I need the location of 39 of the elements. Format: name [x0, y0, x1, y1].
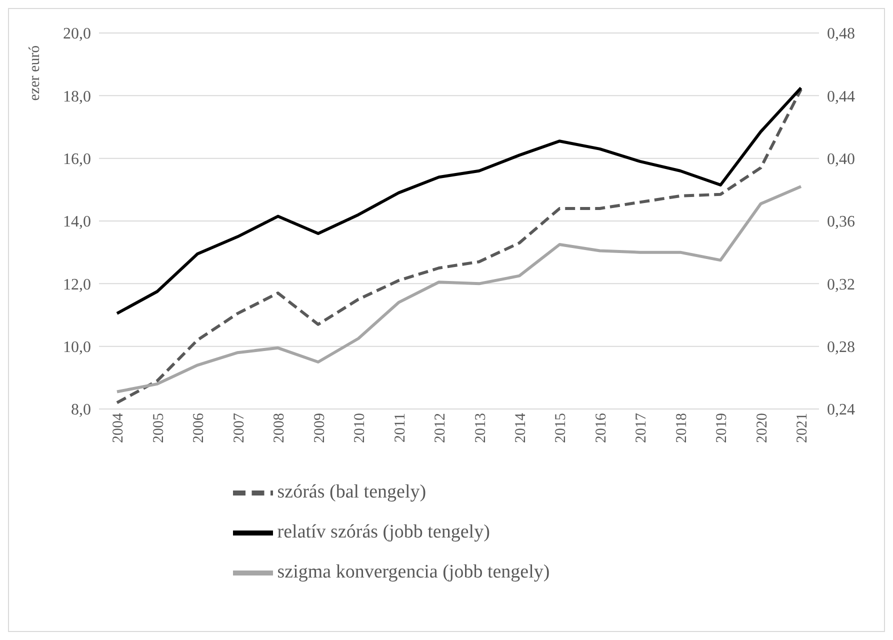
y2-tick-label: 0,48	[827, 26, 855, 43]
x-tick-label: 2012	[432, 413, 449, 443]
legend-label: szórás (bal tengely)	[277, 481, 426, 502]
x-tick-label: 2015	[553, 413, 570, 443]
line-series	[116, 88, 802, 404]
y2-tick-label: 0,36	[827, 214, 855, 231]
y2-tick-label: 0,24	[827, 402, 855, 419]
y-tick-label: 16,0	[63, 151, 91, 168]
x-tick-label: 2013	[472, 413, 489, 443]
x-tick-label: 2009	[312, 413, 328, 443]
x-tick-label: 2008	[272, 413, 288, 443]
x-tick-label: 2006	[191, 412, 208, 443]
x-tick-label: 2005	[150, 413, 167, 443]
x-tick-label: 2007	[231, 412, 248, 443]
x-tick-label: 2016	[593, 412, 610, 443]
y-tick-label: 14,0	[63, 214, 91, 231]
legend-label: relatív szórás (jobb tengely)	[277, 521, 490, 542]
y-tick-label: 12,0	[63, 276, 91, 294]
x-tick-label: 2017	[634, 412, 650, 443]
x-tick-label: 2014	[513, 412, 530, 443]
y-axis-title: ezer euró	[27, 45, 43, 101]
legend-label: szigma konvergencia (jobb tengely)	[277, 561, 550, 582]
y2-tick-label: 0,44	[827, 88, 855, 106]
x-tick-label: 2020	[754, 413, 770, 443]
x-tick-label: 2004	[110, 412, 127, 443]
x-tick-label: 2021	[794, 413, 811, 443]
y2-tick-label: 0,32	[827, 276, 855, 294]
y-tick-label: 18,0	[63, 88, 91, 106]
x-tick-label: 2018	[674, 413, 690, 443]
y-tick-label: 20,0	[63, 26, 91, 43]
y2-tick-label: 0,28	[827, 339, 855, 356]
y-tick-label: 10,0	[63, 339, 91, 356]
y2-tick-label: 0,40	[827, 151, 855, 168]
line-series	[116, 86, 802, 315]
x-tick-label: 2019	[714, 413, 730, 443]
line-series	[116, 185, 802, 394]
x-tick-label: 2011	[392, 413, 408, 442]
y-tick-label: 8,0	[71, 402, 91, 419]
x-tick-label: 2010	[352, 413, 368, 443]
